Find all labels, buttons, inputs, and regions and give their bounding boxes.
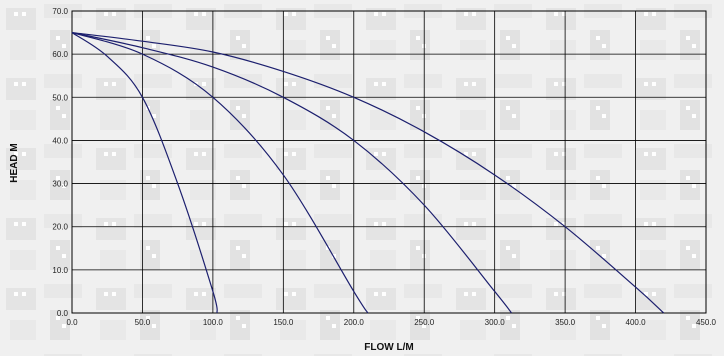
y-tick-label: 0.0 [57, 309, 69, 318]
y-axis-title: HEAD M [9, 143, 20, 182]
x-tick-label: 400.0 [626, 318, 647, 327]
x-axis-title: FLOW L/M [364, 342, 413, 353]
y-tick-label: 20.0 [52, 223, 68, 232]
x-tick-label: 200.0 [344, 318, 365, 327]
x-tick-label: 150.0 [273, 318, 294, 327]
x-tick-label: 0.0 [66, 318, 78, 327]
x-tick-label: 250.0 [414, 318, 435, 327]
y-tick-label: 70.0 [52, 7, 68, 16]
y-tick-label: 40.0 [52, 136, 68, 145]
series-line-3 [71, 31, 513, 314]
x-tick-label: 450.0 [696, 318, 717, 327]
series-layer [71, 31, 665, 314]
series-line-1 [71, 32, 218, 314]
x-tick-label: 50.0 [135, 318, 151, 327]
y-tick-label: 60.0 [52, 50, 68, 59]
x-tick-label: 300.0 [485, 318, 506, 327]
series-line-4 [71, 31, 665, 314]
y-tick-label: 30.0 [52, 180, 68, 189]
y-tick-label: 10.0 [52, 266, 68, 275]
tick-layer: 0.0 50.0 100.0 150.0 200.0 250.0 300.0 350.0 400… [52, 7, 716, 327]
y-tick-label: 50.0 [52, 93, 68, 102]
x-tick-label: 100.0 [203, 318, 224, 327]
plot-frame [71, 10, 707, 314]
x-tick-label: 350.0 [555, 318, 576, 327]
series-line-2 [71, 31, 369, 314]
grid-layer [71, 10, 707, 314]
